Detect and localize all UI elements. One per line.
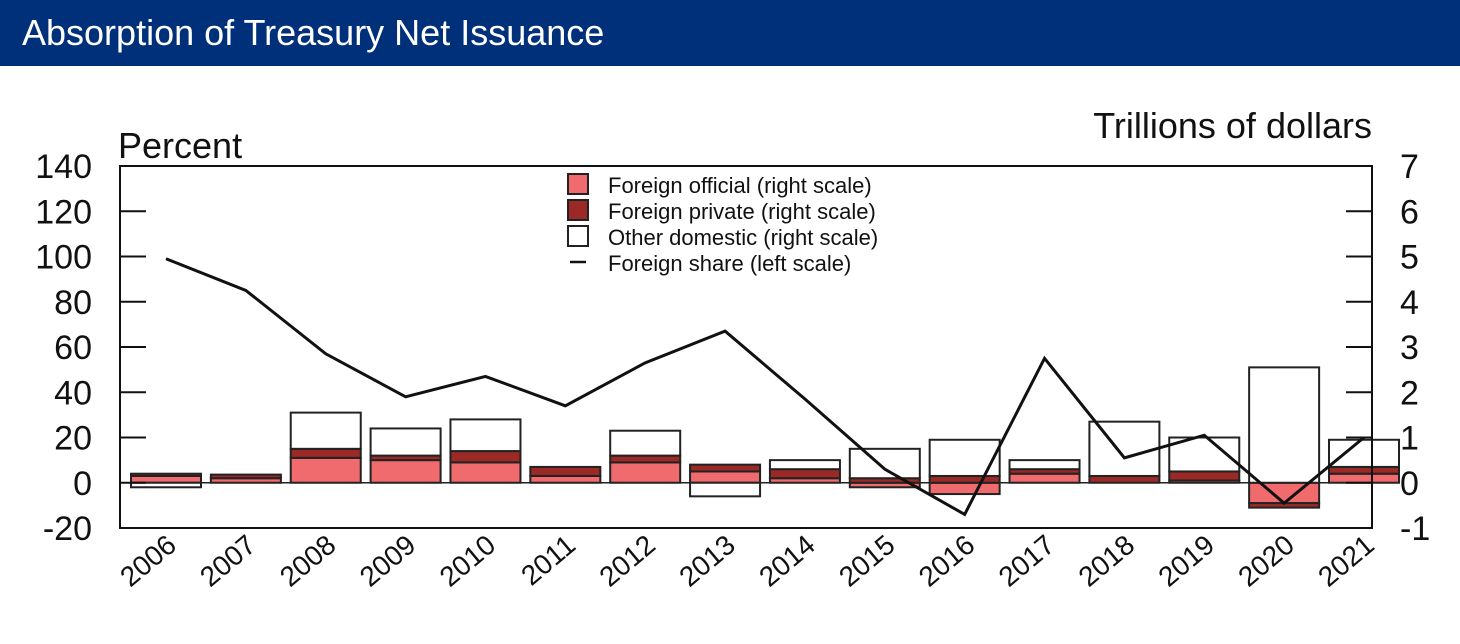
bar-foreign-official xyxy=(1328,472,1400,484)
x-tick-label: 2006 xyxy=(114,529,182,593)
right-tick-label: -1 xyxy=(1400,510,1430,548)
bar-foreign-private xyxy=(609,454,682,464)
right-tick-label: 0 xyxy=(1400,465,1419,503)
bar-other-domestic xyxy=(369,427,442,457)
left-tick-label: 120 xyxy=(35,193,92,231)
right-axis: -1 0 1 2 3 4 5 6 7 xyxy=(1346,148,1430,548)
bar-other-domestic xyxy=(609,429,682,457)
right-tick-label: 3 xyxy=(1400,329,1419,367)
left-tick-label: 20 xyxy=(54,420,92,458)
left-tick-label: -20 xyxy=(43,510,92,548)
bar-foreign-private xyxy=(1168,470,1241,482)
left-tick-label: 100 xyxy=(35,239,92,277)
left-tick-label: 0 xyxy=(73,465,92,503)
bar-other-domestic xyxy=(689,481,762,498)
bar-foreign-private xyxy=(928,474,1001,484)
legend-label: Foreign official (right scale) xyxy=(608,173,872,198)
bar-foreign-private xyxy=(529,465,602,477)
right-tick-label: 2 xyxy=(1400,374,1419,412)
x-tick-label: 2016 xyxy=(913,529,981,593)
bar-foreign-official xyxy=(369,459,442,484)
bar-other-domestic xyxy=(449,418,522,453)
bar-foreign-private xyxy=(768,468,841,480)
legend-label: Other domestic (right scale) xyxy=(608,225,878,250)
bar-other-domestic xyxy=(1008,459,1081,471)
bar-other-domestic xyxy=(289,411,362,450)
x-tick-label: 2014 xyxy=(753,529,821,593)
legend-label: Foreign share (left scale) xyxy=(608,251,851,276)
bar-foreign-official xyxy=(689,470,762,484)
bar-foreign-official xyxy=(928,481,1001,496)
bar-foreign-official xyxy=(1008,472,1081,484)
line-layer xyxy=(165,257,1365,517)
left-axis-unit: Percent xyxy=(118,125,242,166)
x-tick-label: 2017 xyxy=(993,529,1061,593)
bar-other-domestic xyxy=(1248,366,1321,484)
legend: Foreign official (right scale)Foreign pr… xyxy=(567,173,878,276)
left-tick-label: 140 xyxy=(35,148,92,186)
x-tick-label: 2007 xyxy=(194,529,262,593)
bar-foreign-private xyxy=(130,472,202,477)
x-tick-label: 2021 xyxy=(1312,529,1380,593)
bar-other-domestic xyxy=(768,459,841,471)
left-tick-label: 40 xyxy=(54,374,92,412)
right-tick-label: 1 xyxy=(1400,420,1419,458)
x-tick-label: 2020 xyxy=(1232,529,1300,593)
x-tick-label: 2019 xyxy=(1152,529,1220,593)
bar-foreign-official xyxy=(1248,481,1321,505)
right-tick-label: 6 xyxy=(1400,193,1419,231)
right-tick-label: 5 xyxy=(1400,239,1419,277)
legend-swatch xyxy=(567,199,589,221)
right-tick-label: 4 xyxy=(1400,284,1419,322)
right-axis-unit: Trillions of dollars xyxy=(1093,105,1372,146)
x-tick-label: 2012 xyxy=(593,529,661,593)
right-tick-label: 7 xyxy=(1400,148,1419,186)
x-tick-label: 2015 xyxy=(833,529,901,593)
legend-swatch xyxy=(567,225,589,247)
left-tick-label: 60 xyxy=(54,329,92,367)
bar-foreign-private xyxy=(1328,465,1400,475)
x-tick-label: 2008 xyxy=(274,529,342,593)
bar-foreign-private xyxy=(289,447,362,459)
bar-foreign-official xyxy=(529,474,602,484)
bar-foreign-private xyxy=(209,473,282,480)
page-title: Absorption of Treasury Net Issuance xyxy=(22,12,605,53)
bar-foreign-official xyxy=(449,461,522,484)
legend-swatch xyxy=(567,173,589,195)
bar-foreign-official xyxy=(289,456,362,484)
x-tick-label: 2018 xyxy=(1073,529,1141,593)
legend-label: Foreign private (right scale) xyxy=(608,199,876,224)
x-tick-label: 2011 xyxy=(515,529,581,591)
bar-foreign-private xyxy=(449,450,522,464)
bar-foreign-official xyxy=(130,474,202,484)
x-tick-label: 2010 xyxy=(434,529,502,593)
bar-other-domestic xyxy=(848,447,921,480)
bar-other-domestic xyxy=(1088,420,1161,477)
x-axis: 2006 2007 2008 2009 2010 2011 2012 2013 2014 2015… xyxy=(114,529,1380,593)
left-axis: -20 0 20 40 60 80 100 120 140 xyxy=(35,148,146,548)
x-tick-label: 2013 xyxy=(673,529,741,593)
bar-foreign-private xyxy=(689,463,762,473)
foreign-share-line xyxy=(165,257,1365,517)
bar-other-domestic xyxy=(928,438,1001,477)
left-tick-label: 80 xyxy=(54,284,92,322)
bar-foreign-official xyxy=(609,461,682,484)
x-tick-label: 2009 xyxy=(354,529,422,593)
bar-other-domestic xyxy=(1328,438,1400,468)
bar-foreign-private xyxy=(1088,474,1161,484)
title-bar: Absorption of Treasury Net Issuance xyxy=(0,0,1460,66)
